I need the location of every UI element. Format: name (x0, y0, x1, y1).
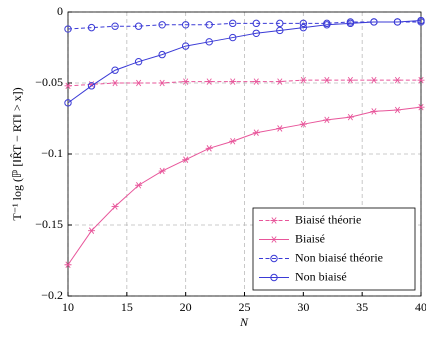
marker (323, 21, 331, 29)
marker (370, 18, 378, 26)
y-tick-label: −0.2 (41, 288, 63, 302)
series-line (67, 21, 421, 30)
y-axis-label: T⁻¹ log (ℙ [‖R̂T − RT‖ > x]) (9, 87, 23, 220)
marker (252, 78, 260, 85)
legend-label: Biaisé (295, 231, 325, 245)
legend-marker (270, 254, 278, 263)
marker (135, 79, 143, 87)
x-tick-label: 35 (356, 300, 368, 314)
x-tick-label: 20 (180, 300, 192, 314)
marker (205, 78, 213, 85)
marker (64, 25, 72, 33)
marker (370, 108, 378, 115)
x-tick-label: 30 (297, 300, 309, 314)
marker (370, 76, 378, 84)
marker (276, 125, 284, 132)
marker (111, 79, 119, 87)
marker (346, 19, 355, 28)
marker (87, 82, 96, 90)
marker (299, 23, 308, 32)
x-tick-label: 15 (121, 300, 133, 314)
marker (252, 19, 260, 28)
legend-marker (270, 217, 278, 224)
marker (205, 21, 213, 29)
marker (205, 145, 213, 152)
marker (393, 76, 401, 84)
marker (64, 99, 72, 107)
marker (181, 21, 190, 29)
x-tick-label: 25 (239, 300, 251, 314)
marker (323, 76, 331, 84)
plot-frame (67, 11, 422, 297)
x-tick-label: 10 (62, 300, 74, 314)
marker (252, 29, 260, 37)
x-axis-label: N (239, 315, 249, 329)
marker (229, 19, 237, 28)
marker (299, 120, 307, 128)
marker (64, 82, 72, 90)
marker (64, 261, 72, 269)
marker (158, 50, 166, 59)
marker (276, 19, 284, 28)
marker (182, 78, 190, 85)
marker (111, 22, 119, 30)
marker (229, 137, 237, 145)
legend-marker (270, 273, 278, 282)
y-tick-label: 0 (57, 4, 63, 18)
legend-label: Non biaisé (295, 269, 347, 283)
series-line (67, 106, 422, 266)
marker (276, 26, 284, 35)
marker (346, 76, 354, 84)
marker (111, 66, 119, 74)
legend-label: Biaisé théorie (295, 212, 361, 226)
marker (393, 106, 401, 114)
series-line (67, 20, 422, 104)
marker (393, 18, 402, 26)
marker (181, 42, 190, 50)
marker (158, 167, 166, 175)
y-tick-label: −0.05 (35, 75, 63, 89)
marker (229, 78, 237, 85)
marker (276, 78, 284, 85)
marker (134, 22, 143, 30)
marker (417, 16, 425, 25)
legend-marker (270, 236, 278, 243)
marker (346, 113, 354, 121)
legend-box (252, 207, 416, 291)
series-line (67, 79, 421, 87)
marker (229, 33, 237, 42)
marker (205, 38, 213, 46)
marker (135, 181, 143, 189)
marker (252, 129, 260, 136)
marker (299, 76, 307, 84)
marker (88, 227, 96, 234)
marker (323, 116, 331, 124)
legend-label: Non biaisé théorie (295, 250, 383, 264)
marker (158, 79, 166, 87)
marker (182, 156, 190, 163)
marker (158, 21, 166, 29)
marker (134, 58, 143, 66)
x-tick-label: 40 (415, 300, 426, 314)
y-tick-label: −0.15 (35, 217, 63, 231)
marker (111, 203, 119, 210)
marker (87, 23, 96, 32)
marker (299, 19, 308, 28)
y-tick-label: −0.1 (41, 146, 63, 160)
marker (417, 103, 425, 111)
marker (417, 76, 425, 84)
